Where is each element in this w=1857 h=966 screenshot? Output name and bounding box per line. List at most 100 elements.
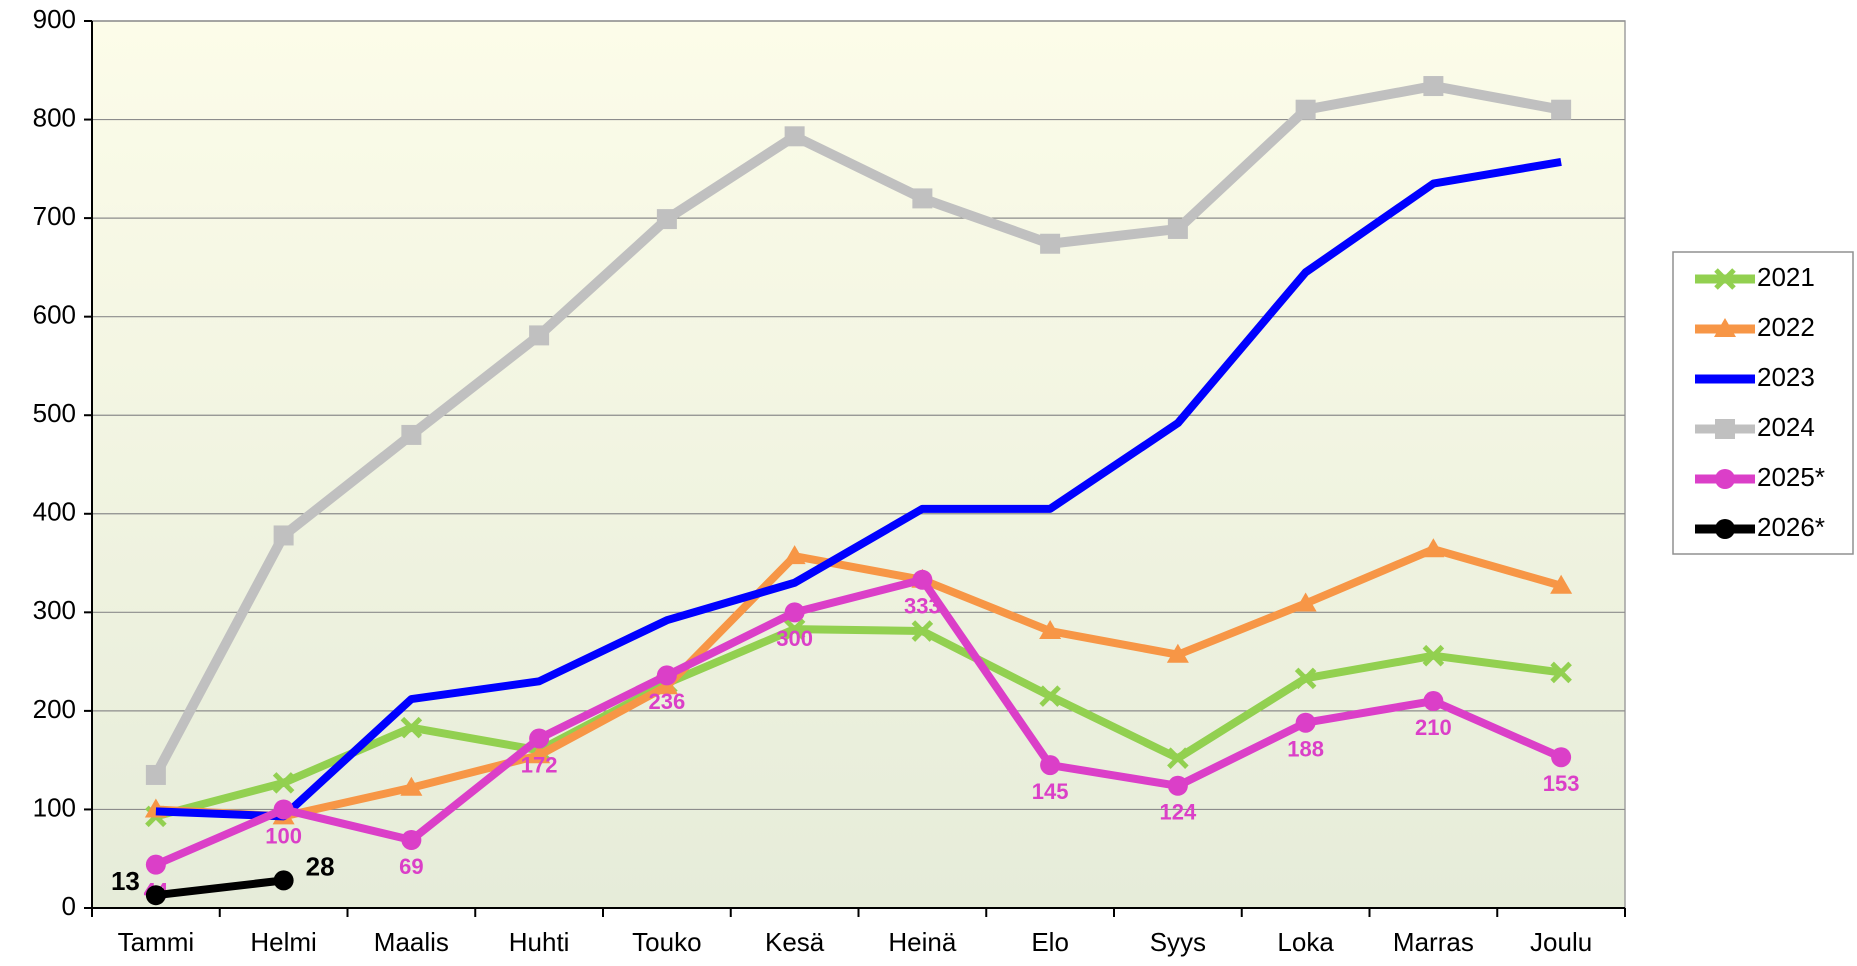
y-tick-label: 600 <box>33 300 76 330</box>
x-tick-label: Marras <box>1393 927 1474 957</box>
marker <box>656 209 677 230</box>
legend-item: 2026* <box>1695 512 1825 542</box>
legend-item: 2021 <box>1695 262 1815 292</box>
marker <box>1294 667 1317 690</box>
y-tick-label: 900 <box>33 4 76 34</box>
legend-label: 2026* <box>1757 512 1825 542</box>
marker <box>656 665 677 686</box>
marker <box>1040 755 1061 776</box>
data-label: 145 <box>1032 779 1069 804</box>
marker <box>528 744 551 764</box>
y-tick-label: 300 <box>33 595 76 625</box>
data-label: 28 <box>306 851 335 881</box>
marker <box>784 602 805 623</box>
y-tick-label: 500 <box>33 398 76 428</box>
marker <box>401 829 422 850</box>
marker <box>1167 775 1188 796</box>
y-tick-label: 0 <box>62 891 76 921</box>
series-line <box>155 545 1563 821</box>
marker <box>401 424 422 445</box>
legend-item: 2024 <box>1695 412 1815 442</box>
x-tick-label: Tammi <box>118 927 195 957</box>
data-label: 69 <box>399 854 423 879</box>
marker <box>1422 538 1445 558</box>
marker <box>1166 643 1189 663</box>
data-label: 100 <box>265 823 302 848</box>
marker <box>912 569 933 590</box>
marker <box>1294 592 1317 612</box>
marker <box>1550 661 1572 684</box>
data-label: 188 <box>1287 737 1324 762</box>
marker <box>783 618 806 640</box>
data-label: 300 <box>776 626 813 651</box>
marker <box>1551 99 1572 120</box>
marker <box>145 764 166 785</box>
x-tick-label: Heinä <box>888 927 956 957</box>
x-tick-label: Huhti <box>509 927 570 957</box>
legend-label: 2021 <box>1757 262 1815 292</box>
legend-label: 2025* <box>1757 462 1825 492</box>
marker <box>1423 76 1444 97</box>
series-line <box>154 575 1563 869</box>
data-label: 13 <box>111 866 140 896</box>
marker <box>145 885 166 906</box>
marker <box>272 772 295 794</box>
marker <box>1295 712 1316 733</box>
marker <box>1422 644 1445 667</box>
marker <box>529 325 550 346</box>
marker <box>1295 99 1316 120</box>
marker <box>1039 620 1062 640</box>
marker <box>1550 574 1573 594</box>
data-label: 124 <box>1160 800 1197 825</box>
marker <box>273 799 294 820</box>
marker <box>1040 233 1061 254</box>
legend-label: 2022 <box>1757 312 1815 342</box>
legend-marker <box>1715 519 1735 539</box>
y-tick-label: 200 <box>33 694 76 724</box>
data-label: 333 <box>904 594 941 619</box>
y-tick-label: 700 <box>33 201 76 231</box>
marker <box>1423 691 1444 712</box>
legend-box <box>1672 251 1854 555</box>
marker <box>273 525 294 546</box>
legend-item: 2025* <box>1695 462 1825 492</box>
y-tick-label: 400 <box>33 497 76 527</box>
marker <box>784 126 805 147</box>
series-line <box>155 876 285 900</box>
series-line <box>154 625 1562 821</box>
series-line <box>151 81 1563 778</box>
x-tick-label: Elo <box>1031 927 1069 957</box>
x-tick-label: Syys <box>1150 927 1206 957</box>
marker <box>783 545 806 565</box>
marker <box>400 716 423 739</box>
y-tick-label: 800 <box>33 102 76 132</box>
x-tick-label: Loka <box>1277 927 1334 957</box>
marker <box>1551 747 1572 768</box>
marker <box>1167 218 1188 239</box>
legend-marker <box>1715 419 1735 439</box>
legend-marker <box>1714 318 1736 337</box>
legend-label: 2024 <box>1757 412 1815 442</box>
marker <box>273 870 294 891</box>
marker <box>911 620 934 642</box>
series-line <box>155 157 1562 821</box>
legend-label: 2023 <box>1757 362 1815 392</box>
data-label: 236 <box>649 689 686 714</box>
x-tick-label: Touko <box>632 927 701 957</box>
legend-marker <box>1714 268 1736 290</box>
legend-item: 2022 <box>1695 312 1815 342</box>
data-label: 172 <box>521 752 558 777</box>
x-tick-label: Kesä <box>765 927 825 957</box>
data-label: 210 <box>1415 715 1452 740</box>
marker <box>145 854 166 875</box>
x-tick-label: Joulu <box>1530 927 1592 957</box>
x-tick-label: Maalis <box>374 927 449 957</box>
marker <box>1039 685 1061 707</box>
marker <box>529 728 550 749</box>
y-tick-label: 100 <box>33 792 76 822</box>
plot-area <box>91 20 1626 909</box>
legend-marker <box>1715 469 1735 489</box>
data-label: 153 <box>1543 771 1580 796</box>
legend-item: 2023 <box>1695 362 1815 392</box>
